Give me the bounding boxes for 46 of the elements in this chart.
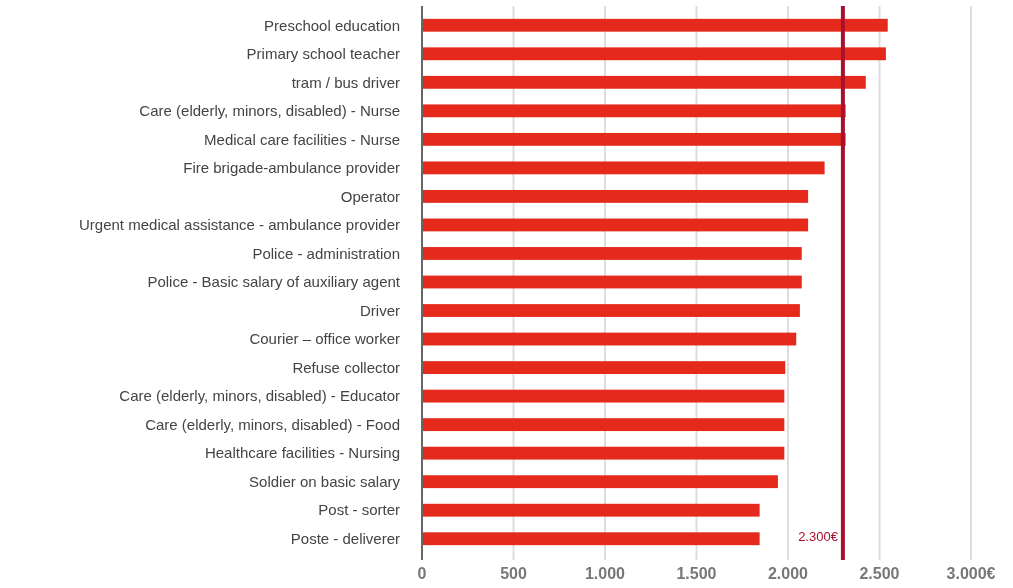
bar — [422, 132, 846, 146]
bar — [422, 190, 809, 203]
y-tick-label: Primary school teacher — [246, 45, 400, 63]
bar — [422, 361, 786, 374]
bar — [422, 247, 802, 260]
y-tick-label: Operator — [340, 187, 400, 205]
bar — [422, 332, 797, 346]
bar — [422, 75, 866, 89]
y-tick-label: Police - Basic salary of auxiliary agent — [147, 273, 401, 291]
y-tick-label: Urgent medical assistance - ambulance provider — [79, 216, 400, 234]
bar — [422, 161, 825, 175]
y-tick-label: Poste - deliverer — [290, 529, 400, 547]
bar — [422, 418, 785, 432]
y-tick-label: Police - administration — [252, 244, 400, 262]
bar — [422, 446, 785, 460]
x-tick-label: 2.000 — [767, 565, 809, 582]
bar — [422, 389, 785, 403]
y-tick-label: Care (elderly, minors, disabled) - Food — [145, 415, 400, 433]
ref-line-label: 2.300€ — [798, 529, 839, 544]
y-tick-label: Healthcare facilities - Nursing — [204, 444, 400, 462]
x-tick-label: 500 — [500, 565, 527, 582]
bar — [422, 47, 886, 61]
y-tick-label: Care (elderly, minors, disabled) - Educator — [119, 387, 400, 405]
y-tick-label: Refuse collector — [292, 358, 400, 376]
bar — [422, 304, 800, 317]
x-tick-label: 3.000€ — [946, 565, 996, 582]
y-tick-label: tram / bus driver — [291, 73, 400, 91]
y-tick-label: Care (elderly, minors, disabled) - Nurse — [139, 102, 400, 120]
y-tick-label: Post - sorter — [318, 501, 400, 519]
x-tick-label: 2.500 — [859, 565, 900, 582]
bar — [422, 18, 888, 32]
x-tick-label: 1.500 — [676, 565, 717, 582]
bar — [422, 218, 809, 232]
y-tick-label: Soldier on basic salary — [249, 472, 401, 490]
bar — [422, 104, 846, 118]
y-tick-label: Fire brigade-ambulance provider — [183, 159, 400, 177]
bar — [422, 475, 778, 489]
y-tick-label: Courier – office worker — [249, 330, 400, 348]
x-tick-label: 0 — [417, 565, 427, 582]
bar — [422, 275, 802, 289]
y-tick-label: Driver — [360, 301, 400, 319]
bar — [422, 532, 760, 546]
x-tick-label: 1.000 — [584, 565, 626, 582]
y-tick-label: Preschool education — [264, 16, 400, 34]
y-tick-label: Medical care facilities - Nurse — [204, 130, 400, 148]
bar — [422, 503, 760, 517]
